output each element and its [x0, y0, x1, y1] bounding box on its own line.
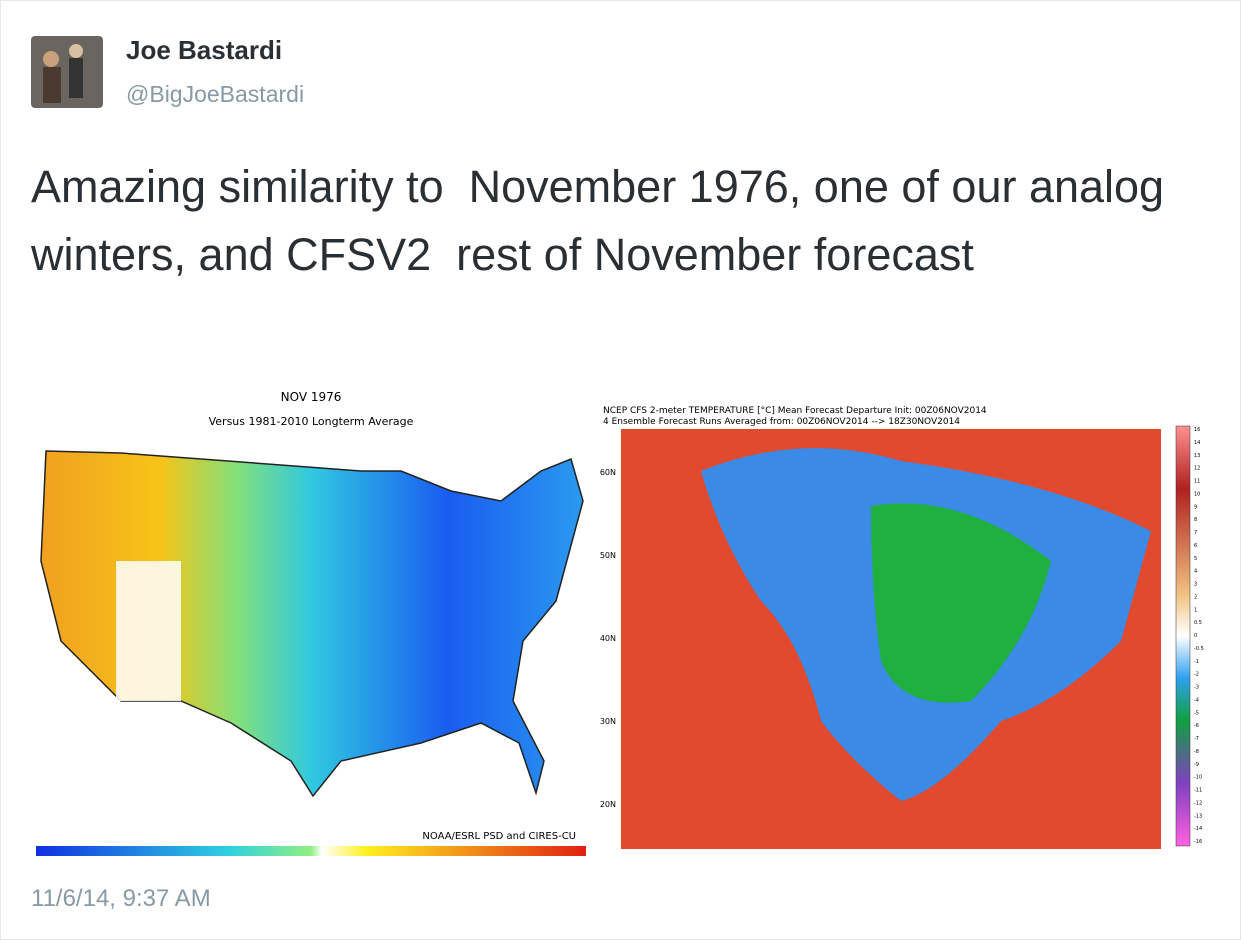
latitude-label: 40N — [600, 634, 616, 643]
latitude-label: 20N — [600, 800, 616, 809]
color-bar — [36, 846, 586, 856]
map-title: 4 Ensemble Forecast Runs Averaged from: … — [603, 417, 960, 427]
tweet-text: Amazing similarity to November 1976, one… — [31, 161, 1177, 280]
latitude-label: 50N — [600, 551, 616, 560]
colorbar-label: -14 — [1194, 826, 1202, 832]
latitude-label: 30N — [600, 717, 616, 726]
colorbar-label: 8 — [1194, 517, 1197, 523]
colorbar-label: 16 — [1194, 427, 1200, 433]
colorbar-label: 7 — [1194, 530, 1197, 536]
colorbar-label: 4 — [1194, 569, 1197, 575]
map-subtitle: Versus 1981-2010 Longterm Average — [209, 415, 414, 428]
timestamp[interactable]: 11/6/14, 9:37 AM — [31, 885, 211, 912]
colorbar-label: 10 — [1194, 491, 1200, 497]
no-data — [116, 561, 181, 701]
colorbar-label: -13 — [1194, 813, 1202, 819]
cold-core — [871, 503, 1051, 703]
colorbar-label: 11 — [1194, 479, 1200, 485]
map-title: NOV 1976 — [281, 390, 342, 404]
colorbar-label: 3 — [1194, 582, 1197, 588]
colorbar-label: 9 — [1194, 504, 1197, 510]
map-title: NCEP CFS 2-meter TEMPERATURE [°C] Mean F… — [603, 406, 987, 416]
colorbar-label: -8 — [1194, 749, 1199, 755]
colorbar-label: 1 — [1194, 607, 1197, 613]
colorbar-label: 13 — [1194, 453, 1200, 459]
colorbar-label: -7 — [1194, 736, 1199, 742]
colorbar-label: 6 — [1194, 543, 1197, 549]
colorbar-label: 2 — [1194, 594, 1197, 600]
us-map — [40, 450, 584, 798]
colorbar-label: -11 — [1194, 788, 1202, 794]
colorbar-label: 0.5 — [1194, 620, 1202, 626]
map-credit: NOAA/ESRL PSD and CIRES-CU — [422, 831, 576, 842]
colorbar-label: -2 — [1194, 672, 1199, 678]
colorbar-label: -4 — [1194, 697, 1199, 703]
colorbar-label: -12 — [1194, 800, 1202, 806]
colorbar-label: 5 — [1194, 556, 1197, 562]
colorbar-label: -1 — [1194, 659, 1199, 665]
colorbar-label: -16 — [1194, 839, 1202, 845]
colorbar-label: -0.5 — [1194, 646, 1204, 652]
colorbar-label: -9 — [1194, 762, 1199, 768]
avatar — [31, 36, 103, 108]
display-name[interactable]: Joe Bastardi — [126, 35, 283, 65]
color-bar — [1175, 425, 1191, 847]
handle[interactable]: @BigJoeBastardi — [126, 81, 305, 107]
colorbar-label: 0 — [1194, 633, 1197, 639]
latitude-label: 60N — [600, 468, 616, 477]
colorbar-label: -6 — [1194, 723, 1199, 729]
colorbar-label: -5 — [1194, 710, 1199, 716]
colorbar-label: -10 — [1194, 775, 1202, 781]
colorbar-label: 12 — [1194, 466, 1200, 472]
colorbar-label: -3 — [1194, 685, 1199, 691]
colorbar-label: 14 — [1194, 440, 1200, 446]
